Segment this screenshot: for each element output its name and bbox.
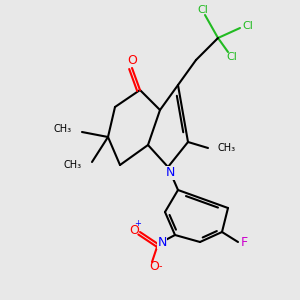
Text: O: O [129,224,139,236]
Text: +: + [135,220,141,229]
Text: N: N [165,167,175,179]
Text: N: N [157,236,167,248]
Text: O: O [127,55,137,68]
Text: O: O [149,260,159,274]
Text: CH₃: CH₃ [54,124,72,134]
Text: -: - [158,261,162,271]
Text: Cl: Cl [198,5,208,15]
Text: Cl: Cl [243,21,254,31]
Text: Cl: Cl [226,52,237,62]
Text: CH₃: CH₃ [64,160,82,170]
Text: CH₃: CH₃ [218,143,236,153]
Text: F: F [240,236,247,248]
